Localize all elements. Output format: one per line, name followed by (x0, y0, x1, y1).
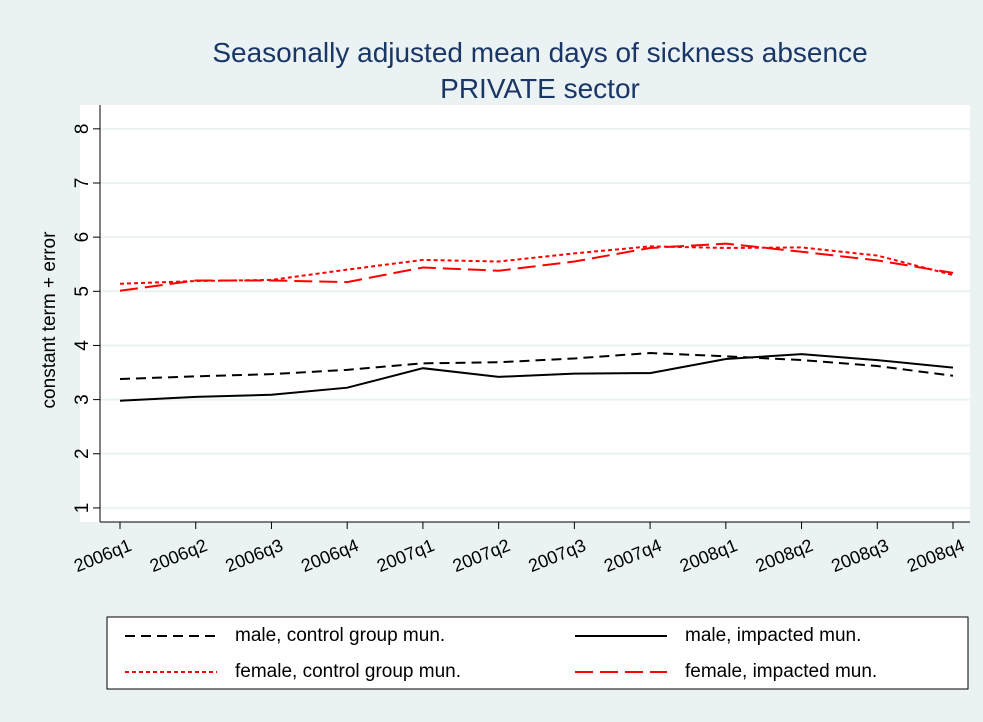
series-line (119, 245, 954, 285)
y-tick-label: 1 (72, 503, 93, 514)
y-tick-label: 5 (72, 286, 93, 297)
y-tick-label: 8 (72, 124, 93, 135)
legend-box (106, 616, 969, 690)
plot-area (80, 105, 970, 522)
legend-label: female, impacted mun. (685, 661, 877, 682)
y-tick-label: 2 (72, 448, 93, 459)
chart-subtitle: PRIVATE sector (440, 73, 640, 104)
series-line (119, 353, 954, 402)
y-tick-label: 7 (72, 178, 93, 189)
legend-label: female, control group mun. (235, 661, 461, 682)
y-axis-label: constant term + error (39, 231, 60, 409)
legend-label: male, control group mun. (235, 625, 445, 646)
legend-label: male, impacted mun. (685, 625, 861, 646)
y-tick-label: 4 (72, 340, 93, 351)
chart-title: Seasonally adjusted mean days of sicknes… (212, 37, 867, 68)
y-tick-label: 6 (72, 232, 93, 243)
y-tick-label: 3 (72, 394, 93, 405)
series-line (119, 242, 954, 292)
series-line (119, 352, 954, 381)
